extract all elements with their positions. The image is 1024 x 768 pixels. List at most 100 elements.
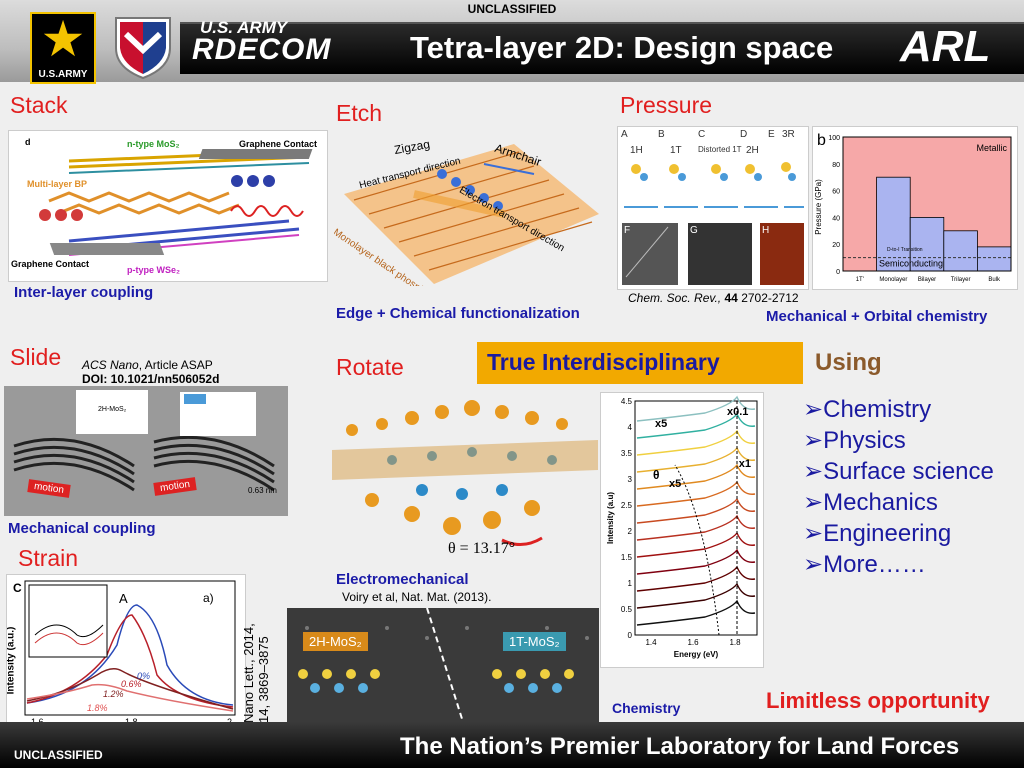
- stem-image: 2H-MoS₂ 1T-MoS₂: [287, 608, 599, 722]
- etch-figure: Zigzag Armchair Heat transport direction…: [334, 134, 604, 286]
- using-label: Using: [815, 349, 882, 376]
- discipline-list: ➢Chemistry ➢Physics ➢Surface science ➢Me…: [803, 394, 994, 580]
- limitless-opportunity: Limitless opportunity: [766, 688, 990, 713]
- metallic-label: Metallic: [976, 143, 1007, 153]
- pl-spectrum-line: [636, 599, 756, 626]
- ntype-label: n-type MoS₂: [127, 139, 180, 149]
- y-tick-label: 60: [832, 189, 840, 196]
- pressure-bar: [909, 217, 945, 272]
- rotation-angle: θ = 13.17°: [448, 540, 516, 557]
- strain-pct-18: 1.8%: [87, 703, 108, 713]
- panel-f: F: [624, 225, 631, 236]
- stem-lattice: [287, 608, 599, 722]
- slide-citation: ACS Nano, Article ASAP: [82, 358, 213, 372]
- pl-spectrum-line: [636, 514, 756, 541]
- strain-pct-06: 0.6%: [121, 679, 142, 689]
- phase-structures: [618, 127, 808, 289]
- y-tick-label: 40: [832, 215, 840, 222]
- x-tick-label: 1.8: [729, 638, 741, 647]
- pressure-citation: Chem. Soc. Rev., 44 2702-2712: [628, 291, 799, 305]
- y-tick-label: 100: [828, 135, 840, 142]
- phase-distorted-1t: Distorted 1T: [698, 145, 742, 154]
- ptype-label: p-type WSe₂: [127, 265, 181, 275]
- pl-spectrum-line: [636, 582, 756, 609]
- transition-label: D-to-I Transition: [887, 247, 923, 253]
- army-logo-text: U.S.ARMY: [38, 69, 88, 80]
- stack-caption: Inter-layer coupling: [14, 284, 154, 301]
- x-tick-label: 1.6: [687, 638, 699, 647]
- y-tick-label: 20: [832, 242, 840, 249]
- chemistry-caption: Chemistry: [612, 700, 681, 716]
- y-tick-label: 0: [836, 269, 840, 276]
- classification-bottom: UNCLASSIFIED: [14, 748, 103, 762]
- list-item: ➢More……: [803, 551, 926, 578]
- plot-frame: [842, 136, 1012, 272]
- pl-spectrum-line: [636, 531, 756, 558]
- strain-pct-12: 1.2%: [103, 689, 124, 699]
- slide-figure: motion motion 0.63 nm 2H-MoS₂: [4, 386, 288, 516]
- rdecom-shield-icon: [115, 17, 171, 80]
- citation-volume: 44: [724, 291, 738, 305]
- scale-label: 0.63 nm: [248, 486, 277, 495]
- panel-b-label: B: [658, 129, 665, 140]
- strain-panel-a: a): [203, 591, 214, 605]
- pl-spectrum-line: [636, 395, 756, 422]
- bp-label: Multi-layer BP: [27, 179, 88, 189]
- strain-pct-0: 0%: [137, 671, 151, 681]
- y-tick-label: 3: [628, 475, 633, 484]
- phase-3r: 3R: [782, 129, 795, 140]
- pressure-bar: [976, 246, 1012, 272]
- slide-caption: Mechanical coupling: [8, 520, 156, 537]
- panel-d: D: [740, 129, 748, 140]
- list-item: ➢Mechanics: [803, 489, 938, 516]
- slide-label: Slide: [10, 344, 62, 370]
- pressure-chart: 0 20 40 60 80 100 1T' Monolayer Bilayer Trilayer B…: [812, 126, 1018, 290]
- x1-label: x1: [739, 458, 751, 470]
- slide-article: , Article ASAP: [138, 358, 213, 372]
- y-tick-label: 0.5: [621, 605, 633, 614]
- y-tick-label: 0: [628, 631, 633, 640]
- x5-label-top: x5: [655, 418, 667, 430]
- arl-logo: ARL: [900, 22, 991, 71]
- y-tick-label: 80: [832, 162, 840, 169]
- semiconducting-label: Semiconducting: [879, 258, 943, 268]
- strain-ylabel: Intensity (a.u.): [6, 626, 17, 695]
- strain-peak-a: A: [119, 591, 128, 606]
- citation-journal: Chem. Soc. Rev.,: [628, 291, 722, 305]
- pl-spectrum-line: [636, 463, 756, 490]
- x5-label-bottom: x5: [669, 478, 681, 490]
- stack-panel-d: d: [25, 137, 31, 147]
- interdisciplinary-banner: [477, 342, 803, 384]
- y-axis-label: Intensity (a.u): [606, 492, 615, 544]
- title-bar: [180, 22, 1024, 74]
- slide-doi: DOI: 10.1021/nn506052d: [82, 372, 220, 386]
- panel-label: b: [817, 132, 826, 149]
- stack-label: Stack: [10, 92, 68, 118]
- us-army-logo: ★ U.S.ARMY: [30, 12, 96, 84]
- twisted-bilayer-icon: [332, 390, 598, 568]
- list-item: ➢Engineering: [803, 520, 952, 547]
- phase-2h-label: 2H-MoS₂: [303, 632, 368, 651]
- phosphorene-lattice: [334, 134, 604, 286]
- x-axis-label: Energy (eV): [674, 650, 719, 659]
- phase-1h: 1H: [630, 145, 643, 156]
- pressure-caption: Mechanical + Orbital chemistry: [766, 308, 988, 325]
- classification-top: UNCLASSIFIED: [467, 2, 557, 16]
- strain-figure: C a) A Intensity (a.u.) 1.8% 1.2% 0.6% 0…: [6, 574, 246, 734]
- y-axis-label: Pressure (GPa): [814, 179, 823, 235]
- etch-caption: Edge + Chemical functionalization: [336, 305, 580, 322]
- pressure-structures-figure: A B C D E 1H 1T Distorted 1T 2H 3R F G H: [617, 126, 809, 290]
- rotate-label: Rotate: [336, 354, 404, 380]
- strain-cite-line1: Nano Lett., 2014,: [241, 623, 256, 723]
- pressure-label: Pressure: [620, 92, 713, 118]
- y-tick-label: 2: [628, 527, 633, 536]
- x01-label: x0.1: [727, 406, 748, 418]
- list-item: ➢Chemistry: [803, 396, 932, 423]
- rotate-caption: Electromechanical: [336, 571, 469, 588]
- strain-citation: Nano Lett., 2014, 14, 3869–3875: [241, 603, 271, 723]
- org-small-text: U.S. ARMY: [200, 18, 288, 37]
- pressure-bar: [876, 176, 911, 272]
- rdecom-wordmark: RDECOM: [192, 33, 332, 66]
- y-tick-label: 1.5: [621, 553, 633, 562]
- phase-1t: 1T: [670, 145, 682, 156]
